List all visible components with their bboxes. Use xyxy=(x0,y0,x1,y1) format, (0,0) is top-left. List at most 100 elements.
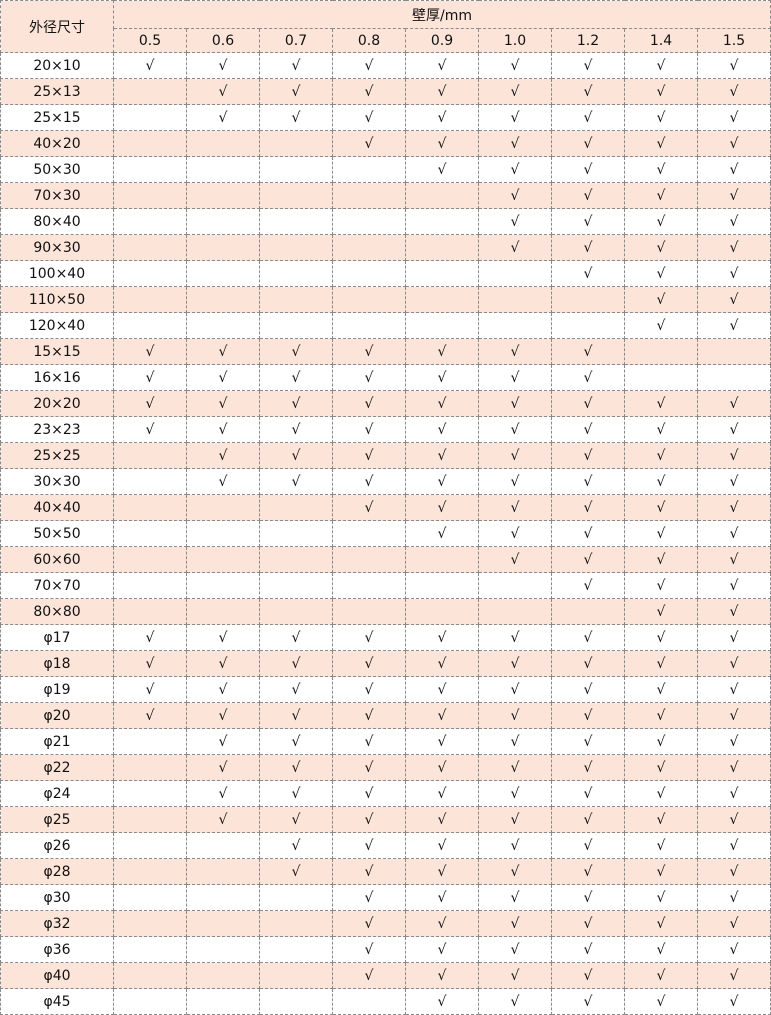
table-row: 60×60 √ √ √ √ xyxy=(0,546,771,573)
availability-cell xyxy=(113,520,187,547)
availability-cell: √ xyxy=(332,442,406,469)
availability-cell: √ xyxy=(186,390,260,417)
availability-cell xyxy=(405,546,479,573)
availability-cell: √ xyxy=(186,78,260,105)
size-cell: 70×30 xyxy=(0,182,114,209)
availability-cell: √ xyxy=(259,780,333,807)
availability-cell: √ xyxy=(478,208,552,235)
availability-cell: √ xyxy=(551,728,625,755)
availability-cell: √ xyxy=(478,364,552,391)
availability-cell xyxy=(186,286,260,313)
availability-cell xyxy=(332,208,406,235)
availability-cell: √ xyxy=(478,936,552,963)
availability-cell xyxy=(186,598,260,625)
availability-cell: √ xyxy=(551,650,625,677)
availability-cell: √ xyxy=(697,728,771,755)
availability-cell xyxy=(113,884,187,911)
table-row: 100×40 √ √ √ xyxy=(0,260,771,287)
availability-cell xyxy=(259,494,333,521)
availability-cell: √ xyxy=(551,104,625,131)
availability-cell xyxy=(478,598,552,625)
availability-cell: √ xyxy=(478,494,552,521)
availability-cell: √ xyxy=(405,884,479,911)
size-cell: 100×40 xyxy=(0,260,114,287)
table-row: 16×16 √ √ √ √ √ √ √ xyxy=(0,364,771,391)
availability-cell xyxy=(186,572,260,599)
availability-cell: √ xyxy=(624,104,698,131)
size-cell: φ20 xyxy=(0,702,114,729)
availability-cell xyxy=(332,988,406,1015)
availability-cell xyxy=(113,468,187,495)
availability-cell: √ xyxy=(332,832,406,859)
table-row: 20×20 √ √ √ √ √ √ √ √ √ xyxy=(0,390,771,417)
size-cell: 20×10 xyxy=(0,52,114,79)
availability-cell: √ xyxy=(259,104,333,131)
table-row: φ19 √ √ √ √ √ √ √ √ √ xyxy=(0,676,771,703)
availability-cell xyxy=(259,884,333,911)
availability-cell: √ xyxy=(697,78,771,105)
availability-cell: √ xyxy=(259,858,333,885)
availability-cell: √ xyxy=(697,936,771,963)
availability-cell: √ xyxy=(624,858,698,885)
availability-cell: √ xyxy=(551,780,625,807)
availability-cell xyxy=(259,130,333,157)
availability-cell: √ xyxy=(332,702,406,729)
table-row: φ40 √ √ √ √ √ √ xyxy=(0,962,771,989)
availability-cell: √ xyxy=(405,988,479,1015)
availability-cell: √ xyxy=(478,910,552,937)
size-cell: 40×40 xyxy=(0,494,114,521)
availability-cell: √ xyxy=(259,676,333,703)
availability-cell: √ xyxy=(259,624,333,651)
availability-cell xyxy=(186,520,260,547)
table-row: 15×15 √ √ √ √ √ √ √ xyxy=(0,338,771,365)
availability-cell xyxy=(113,286,187,313)
availability-cell: √ xyxy=(259,754,333,781)
availability-cell xyxy=(186,884,260,911)
availability-cell: √ xyxy=(405,676,479,703)
availability-cell: √ xyxy=(697,208,771,235)
availability-cell: √ xyxy=(624,910,698,937)
table-row: 70×30 √ √ √ √ xyxy=(0,182,771,209)
availability-cell: √ xyxy=(332,780,406,807)
availability-cell: √ xyxy=(332,676,406,703)
availability-cell: √ xyxy=(551,442,625,469)
availability-cell: √ xyxy=(405,936,479,963)
availability-cell xyxy=(332,156,406,183)
availability-cell: √ xyxy=(405,390,479,417)
table-row: 110×50 √ √ xyxy=(0,286,771,313)
availability-cell xyxy=(259,286,333,313)
availability-cell xyxy=(113,962,187,989)
availability-cell: √ xyxy=(478,806,552,833)
availability-cell: √ xyxy=(478,182,552,209)
availability-cell xyxy=(113,780,187,807)
availability-cell: √ xyxy=(624,520,698,547)
availability-cell: √ xyxy=(405,728,479,755)
availability-cell xyxy=(113,494,187,521)
availability-cell: √ xyxy=(113,650,187,677)
table-row: 50×50 √ √ √ √ √ xyxy=(0,520,771,547)
availability-cell xyxy=(478,312,552,339)
availability-cell: √ xyxy=(551,78,625,105)
availability-cell: √ xyxy=(624,598,698,625)
availability-cell: √ xyxy=(478,234,552,261)
table-row: 20×10 √ √ √ √ √ √ √ √ √ xyxy=(0,52,771,79)
availability-cell: √ xyxy=(478,962,552,989)
availability-cell: √ xyxy=(551,546,625,573)
table-row: φ30 √ √ √ √ √ √ xyxy=(0,884,771,911)
availability-cell: √ xyxy=(551,988,625,1015)
table-row: 40×20 √ √ √ √ √ √ xyxy=(0,130,771,157)
availability-cell: √ xyxy=(697,962,771,989)
availability-cell: √ xyxy=(259,78,333,105)
availability-cell xyxy=(113,910,187,937)
size-cell: 120×40 xyxy=(0,312,114,339)
table-row: φ45 √ √ √ √ √ xyxy=(0,988,771,1015)
availability-cell: √ xyxy=(697,104,771,131)
availability-cell: √ xyxy=(332,884,406,911)
availability-cell: √ xyxy=(259,702,333,729)
availability-cell xyxy=(113,78,187,105)
availability-cell: √ xyxy=(624,572,698,599)
availability-cell: √ xyxy=(478,156,552,183)
availability-cell: √ xyxy=(697,910,771,937)
availability-cell: √ xyxy=(259,364,333,391)
availability-cell: √ xyxy=(478,338,552,365)
